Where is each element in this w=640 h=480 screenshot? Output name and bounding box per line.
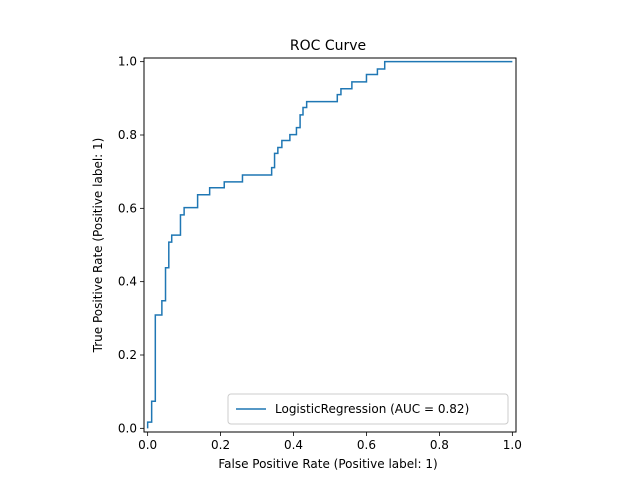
y-axis-label: True Positive Rate (Positive label: 1) bbox=[91, 138, 105, 354]
x-tick-label: 0.4 bbox=[284, 438, 303, 452]
y-tick-label: 0.4 bbox=[118, 275, 137, 289]
x-axis-ticks: 0.0 0.2 0.4 0.6 0.8 1.0 bbox=[138, 432, 522, 452]
curve-layer bbox=[146, 60, 513, 429]
y-tick-label: 0.8 bbox=[118, 128, 137, 142]
x-tick-label: 0.0 bbox=[138, 438, 157, 452]
y-tick-label: 1.0 bbox=[118, 55, 137, 69]
legend: LogisticRegression (AUC = 0.82) bbox=[227, 393, 509, 425]
legend-box bbox=[227, 393, 509, 425]
x-tick-label: 0.6 bbox=[357, 438, 376, 452]
x-tick-label: 0.8 bbox=[430, 438, 449, 452]
plot-frame bbox=[143, 57, 517, 433]
y-tick-label: 0.0 bbox=[118, 421, 137, 435]
x-tick-label: 0.2 bbox=[211, 438, 230, 452]
y-axis-ticks: 0.0 0.2 0.4 0.6 0.8 1.0 bbox=[118, 55, 144, 435]
y-tick-label: 0.2 bbox=[118, 348, 137, 362]
chart-title: ROC Curve bbox=[290, 38, 366, 54]
y-tick-label: 0.6 bbox=[118, 201, 137, 215]
roc-curve-line bbox=[146, 60, 513, 429]
x-axis-label: False Positive Rate (Positive label: 1) bbox=[218, 457, 437, 471]
legend-label: LogisticRegression (AUC = 0.82) bbox=[275, 402, 469, 416]
x-tick-label: 1.0 bbox=[503, 438, 522, 452]
